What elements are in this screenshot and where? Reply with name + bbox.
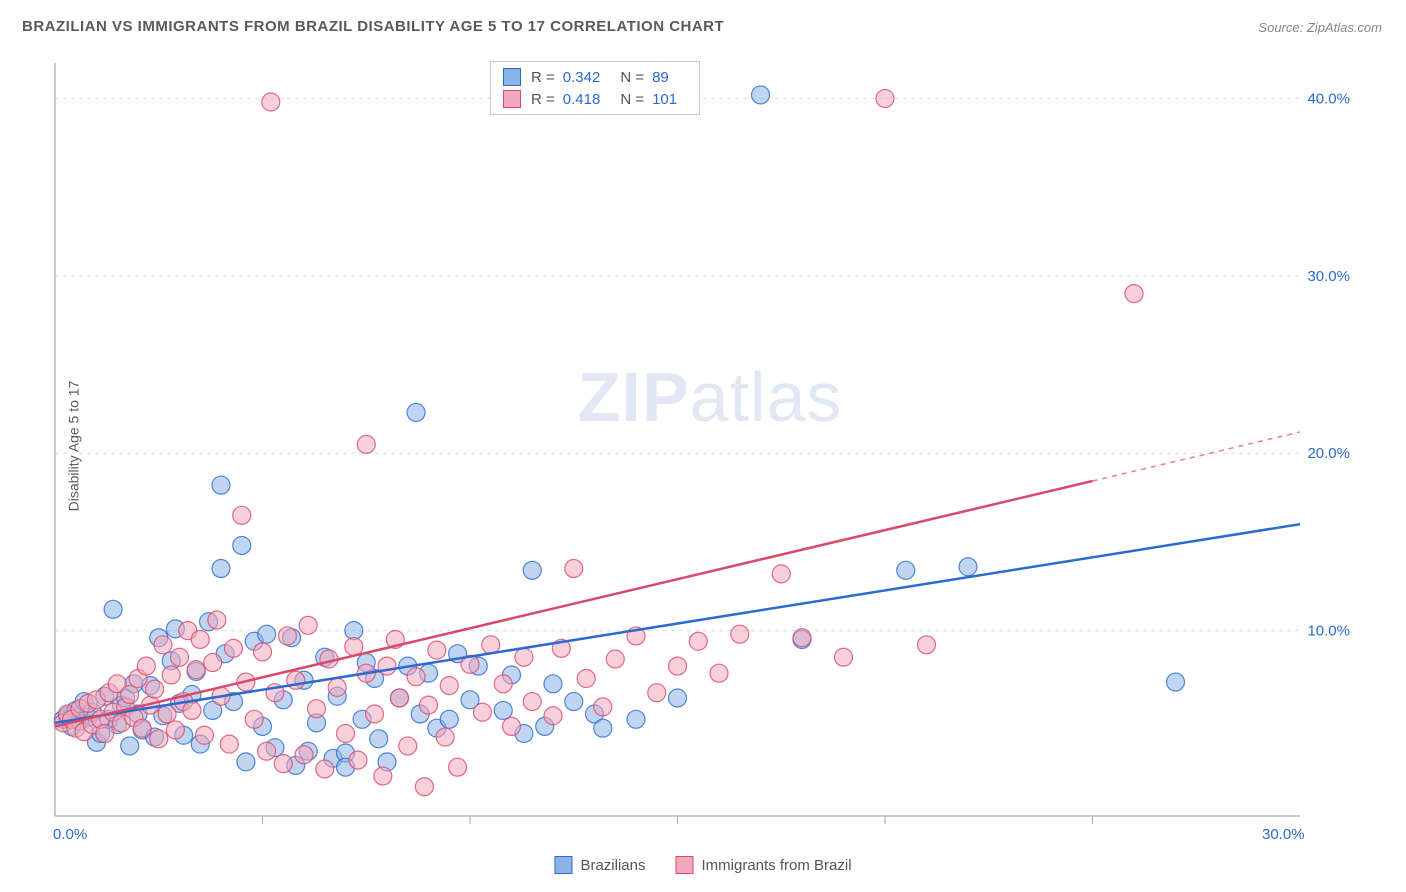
svg-text:40.0%: 40.0% xyxy=(1307,90,1350,107)
n-value: 89 xyxy=(652,69,669,86)
correlation-stats-box: R = 0.342 N = 89 R = 0.418 N = 101 xyxy=(490,61,700,115)
n-label: N = xyxy=(620,69,644,86)
n-value: 101 xyxy=(652,91,677,108)
x-tick-min: 0.0% xyxy=(53,826,87,843)
legend-swatch xyxy=(676,856,694,874)
chart-title: BRAZILIAN VS IMMIGRANTS FROM BRAZIL DISA… xyxy=(22,18,724,35)
svg-text:10.0%: 10.0% xyxy=(1307,623,1350,640)
scatter-plot: 10.0%20.0%30.0%40.0% ZIPatlas R =0.342N … xyxy=(50,58,1370,828)
r-value: 0.418 xyxy=(563,91,601,108)
legend-swatch xyxy=(503,68,521,86)
r-label: R = xyxy=(531,91,555,108)
r-label: R = xyxy=(531,69,555,86)
legend-item: Immigrants from Brazil xyxy=(676,856,852,874)
x-tick-max: 30.0% xyxy=(1262,826,1305,843)
chart-svg: 10.0% 20.0% 30.0% 40.0% xyxy=(50,58,1370,828)
r-value: 0.342 xyxy=(563,69,601,86)
legend-label: Immigrants from Brazil xyxy=(702,857,852,874)
legend-swatch xyxy=(554,856,572,874)
source-label: Source: xyxy=(1258,20,1303,35)
svg-text:30.0%: 30.0% xyxy=(1307,268,1350,285)
source-attribution: Source: ZipAtlas.com xyxy=(1258,20,1382,35)
n-label: N = xyxy=(620,91,644,108)
svg-text:20.0%: 20.0% xyxy=(1307,445,1350,462)
stat-row: R = 0.418 N = 101 xyxy=(491,88,699,110)
legend-item: Brazilians xyxy=(554,856,645,874)
stat-row: R = 0.342 N = 89 xyxy=(491,66,699,88)
legend-swatch xyxy=(503,90,521,108)
source-value: ZipAtlas.com xyxy=(1307,20,1382,35)
legend-label: Brazilians xyxy=(580,857,645,874)
legend: Brazilians Immigrants from Brazil xyxy=(554,856,851,874)
